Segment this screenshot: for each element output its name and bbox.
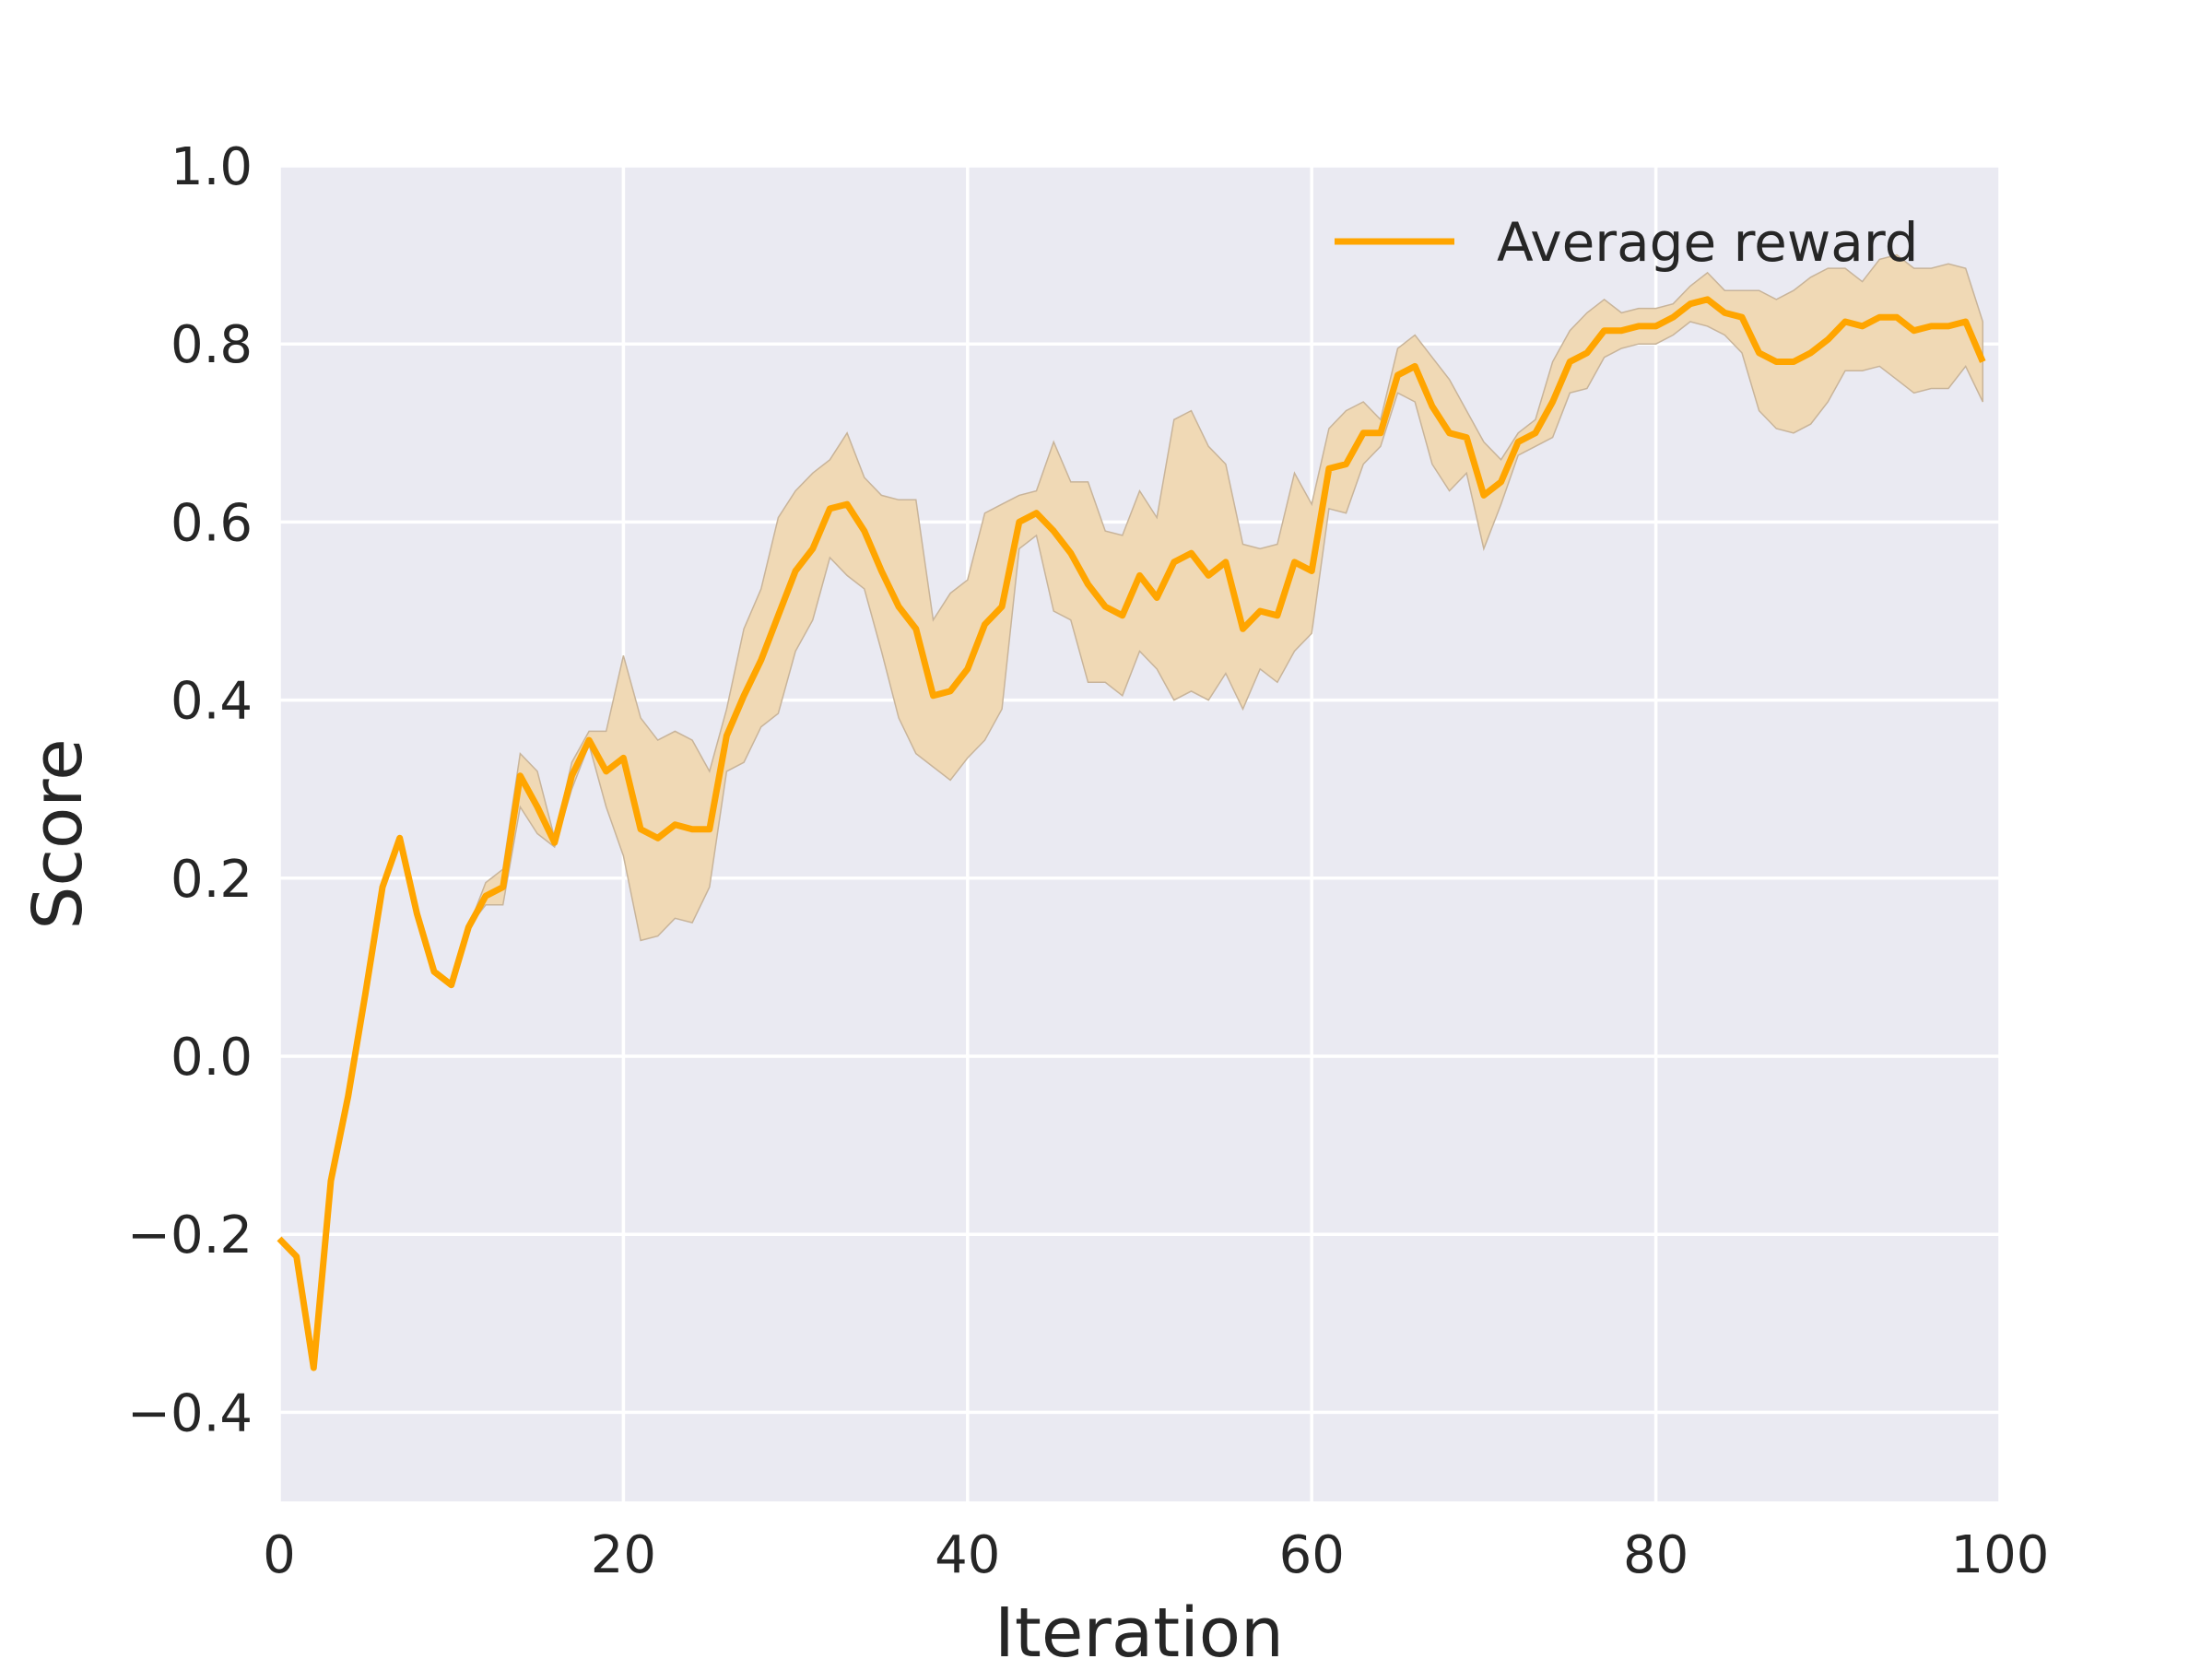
x-tick-label: 80 [1623, 1525, 1688, 1585]
y-tick-label: 0.4 [171, 672, 253, 732]
y-tick-label: −0.4 [127, 1383, 253, 1443]
y-tick-labels: −0.4 −0.2 0.0 0.2 0.4 0.6 0.8 1.0 [127, 137, 253, 1443]
y-tick-label: 0.8 [171, 315, 253, 375]
plot-area [279, 166, 2000, 1501]
x-tick-label: 0 [263, 1525, 296, 1585]
y-tick-label: 1.0 [171, 137, 253, 197]
y-axis-label: Score [18, 738, 98, 929]
y-tick-label: −0.2 [127, 1206, 253, 1265]
grid-lines [277, 164, 2002, 1501]
y-tick-label: 0.6 [171, 493, 253, 553]
legend: Average reward [1335, 211, 1919, 274]
x-tick-label: 40 [935, 1525, 1000, 1585]
x-tick-label: 60 [1279, 1525, 1345, 1585]
y-tick-label: 0.0 [171, 1028, 253, 1088]
y-tick-label: 0.2 [171, 850, 253, 910]
x-tick-labels: 0 20 40 60 80 100 [263, 1525, 2049, 1585]
legend-label-average-reward: Average reward [1497, 211, 1919, 274]
x-axis-label: Iteration [994, 1594, 1284, 1659]
x-tick-label: 20 [591, 1525, 656, 1585]
x-tick-label: 100 [1951, 1525, 2050, 1585]
series-line-average-reward [276, 296, 1986, 1371]
